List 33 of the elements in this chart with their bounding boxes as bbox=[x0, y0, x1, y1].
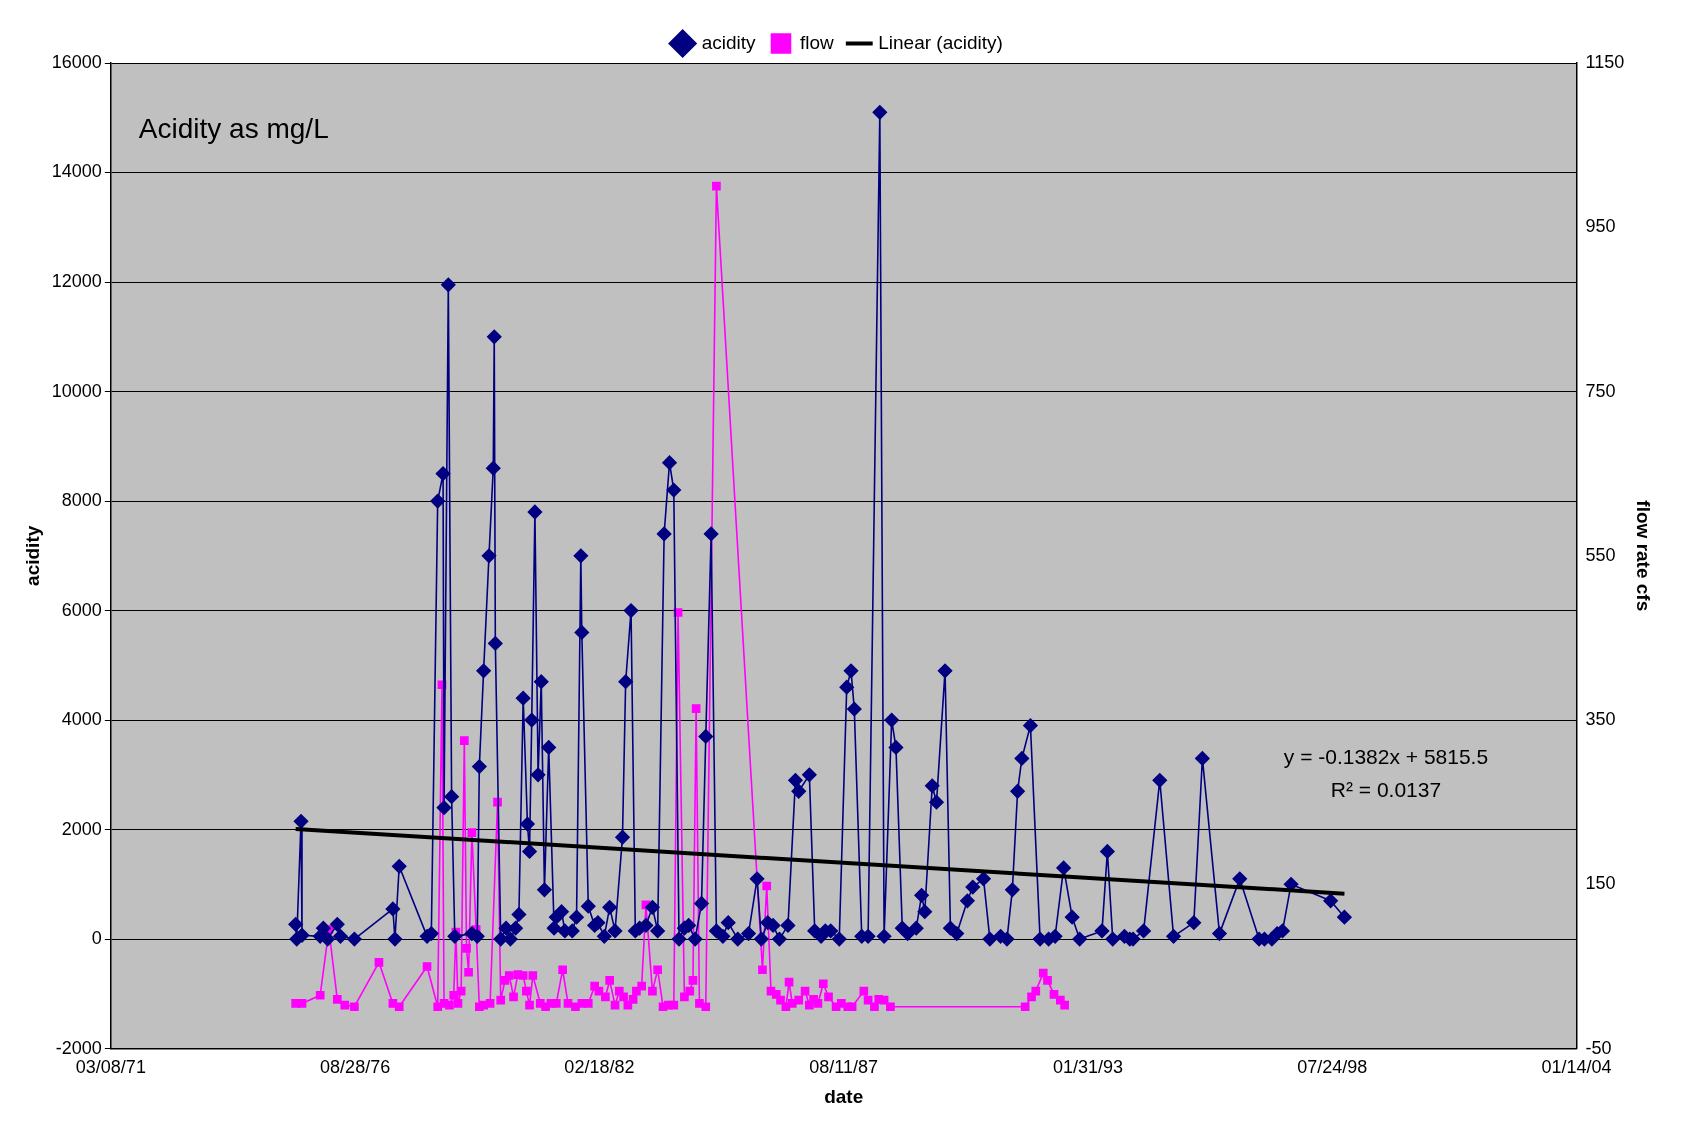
y-tick-label: 12000 bbox=[51, 270, 102, 291]
y-tick-label: 0 bbox=[91, 928, 102, 949]
y-tick-label: 6000 bbox=[61, 599, 102, 620]
y2-tick-label: 950 bbox=[1585, 216, 1616, 237]
legend-label: flow bbox=[799, 31, 835, 53]
y-tick-label: 10000 bbox=[51, 380, 102, 401]
x-axis-title: date bbox=[824, 1085, 864, 1107]
y-tick-label: 4000 bbox=[61, 709, 102, 730]
y2-axis-title: flow rate cfs bbox=[1633, 500, 1655, 612]
y-tick-label: 8000 bbox=[61, 490, 102, 511]
x-tick-label: 08/11/87 bbox=[809, 1057, 879, 1078]
x-tick-label: 08/28/76 bbox=[320, 1057, 391, 1078]
legend-label: Linear (acidity) bbox=[878, 31, 1003, 53]
y-tick-label: 16000 bbox=[51, 51, 102, 72]
annotation: Acidity as mg/L bbox=[138, 112, 329, 144]
y-tick-label: -2000 bbox=[55, 1037, 102, 1058]
x-tick-label: 02/18/82 bbox=[564, 1057, 635, 1078]
y-tick-label: 2000 bbox=[61, 818, 102, 839]
y2-tick-label: 350 bbox=[1585, 709, 1616, 730]
y2-tick-label: 1150 bbox=[1585, 51, 1625, 72]
legend-label: acidity bbox=[701, 31, 756, 53]
y2-tick-label: 150 bbox=[1585, 873, 1616, 894]
y-axis-title: acidity bbox=[21, 525, 43, 586]
annotation: y = -0.1382x + 5815.5 bbox=[1283, 744, 1489, 768]
y2-tick-label: -50 bbox=[1585, 1037, 1612, 1058]
x-tick-label: 01/14/04 bbox=[1541, 1057, 1612, 1078]
y2-tick-label: 550 bbox=[1585, 544, 1616, 565]
x-tick-label: 01/31/93 bbox=[1052, 1057, 1123, 1078]
y2-tick-label: 750 bbox=[1585, 380, 1616, 401]
x-tick-label: 03/08/71 bbox=[75, 1057, 146, 1078]
annotation: R² = 0.0137 bbox=[1330, 777, 1442, 801]
x-tick-label: 07/24/98 bbox=[1297, 1057, 1368, 1078]
y-tick-label: 14000 bbox=[51, 161, 102, 182]
